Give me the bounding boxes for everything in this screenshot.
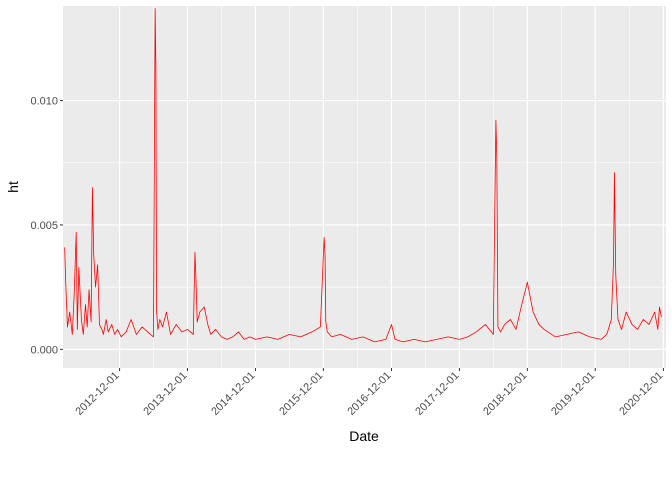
grid: [63, 6, 666, 368]
x-axis-title: Date: [349, 428, 379, 444]
x-tick-label: 2013-12-01: [141, 370, 189, 418]
x-tick-label: 2012-12-01: [73, 370, 121, 418]
x-tick-label: 2016-12-01: [345, 370, 393, 418]
y-tick-label: 0.005: [30, 220, 58, 232]
x-tick-label: 2019-12-01: [549, 370, 597, 418]
series-line: [64, 8, 662, 343]
y-tick-label: 0.000: [30, 344, 58, 356]
x-tick-label: 2017-12-01: [413, 370, 461, 418]
y-axis-title: ht: [5, 181, 21, 193]
x-tick-label: 2020-12-01: [617, 370, 665, 418]
x-axis: 2012-12-01 2013-12-01 2014-12-01 2015-12-01…: [73, 368, 666, 418]
series: [64, 8, 662, 343]
y-axis: 0.000 0.005 0.010: [30, 96, 63, 356]
x-tick-label: 2015-12-01: [277, 370, 325, 418]
panel-background: [63, 6, 666, 368]
y-tick-label: 0.010: [30, 96, 58, 108]
x-tick-label: 2014-12-01: [209, 370, 257, 418]
x-tick-label: 2018-12-01: [481, 370, 529, 418]
